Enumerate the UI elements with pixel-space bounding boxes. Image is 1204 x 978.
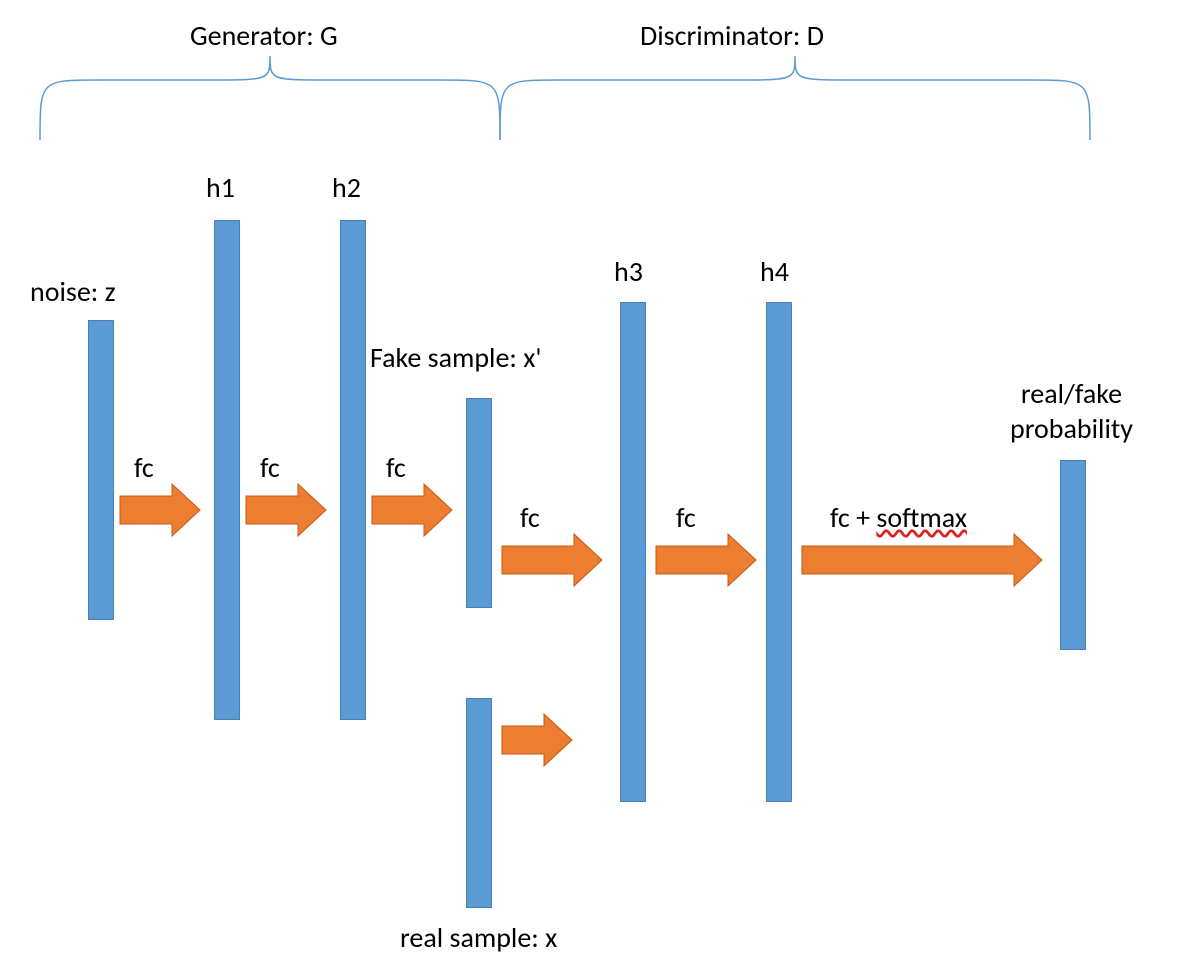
layer-h1 xyxy=(214,220,240,720)
label-fc-3: fc xyxy=(386,450,406,485)
arrow-fc-5 xyxy=(656,534,756,586)
label-h2: h2 xyxy=(332,170,361,205)
arrow-fc-3 xyxy=(372,484,452,536)
label-fc-softmax-plain: fc + xyxy=(830,500,876,535)
arrow-fc-softmax xyxy=(802,534,1042,586)
layer-h2 xyxy=(340,220,366,720)
label-fc-1: fc xyxy=(134,450,154,485)
label-fc-softmax-word: softmax xyxy=(876,500,967,535)
label-fc-softmax: fc + softmax xyxy=(830,500,967,535)
layer-real xyxy=(466,698,492,908)
title-discriminator: Discriminator: D xyxy=(640,18,824,53)
layer-h4 xyxy=(766,302,792,802)
label-output-line2: probability xyxy=(1010,411,1133,446)
label-output: real/fake probability xyxy=(1010,376,1133,446)
label-fc-4: fc xyxy=(520,500,540,535)
label-fake: Fake sample: x' xyxy=(370,340,542,375)
layer-fake xyxy=(466,398,492,608)
layer-noise xyxy=(88,320,114,620)
arrow-fc-4 xyxy=(502,534,602,586)
arrow-fc-1 xyxy=(120,484,200,536)
label-output-line1: real/fake xyxy=(1021,376,1122,411)
arrow-real-in xyxy=(502,714,572,766)
label-h3: h3 xyxy=(614,254,643,289)
brace-discriminator xyxy=(0,0,1204,200)
label-noise: noise: z xyxy=(30,274,116,309)
layer-output xyxy=(1060,460,1086,650)
label-h1: h1 xyxy=(206,170,235,205)
label-h4: h4 xyxy=(760,254,789,289)
label-fc-2: fc xyxy=(260,450,280,485)
layer-h3 xyxy=(620,302,646,802)
label-fc-5: fc xyxy=(676,500,696,535)
label-real: real sample: x xyxy=(400,920,557,955)
arrow-fc-2 xyxy=(246,484,326,536)
